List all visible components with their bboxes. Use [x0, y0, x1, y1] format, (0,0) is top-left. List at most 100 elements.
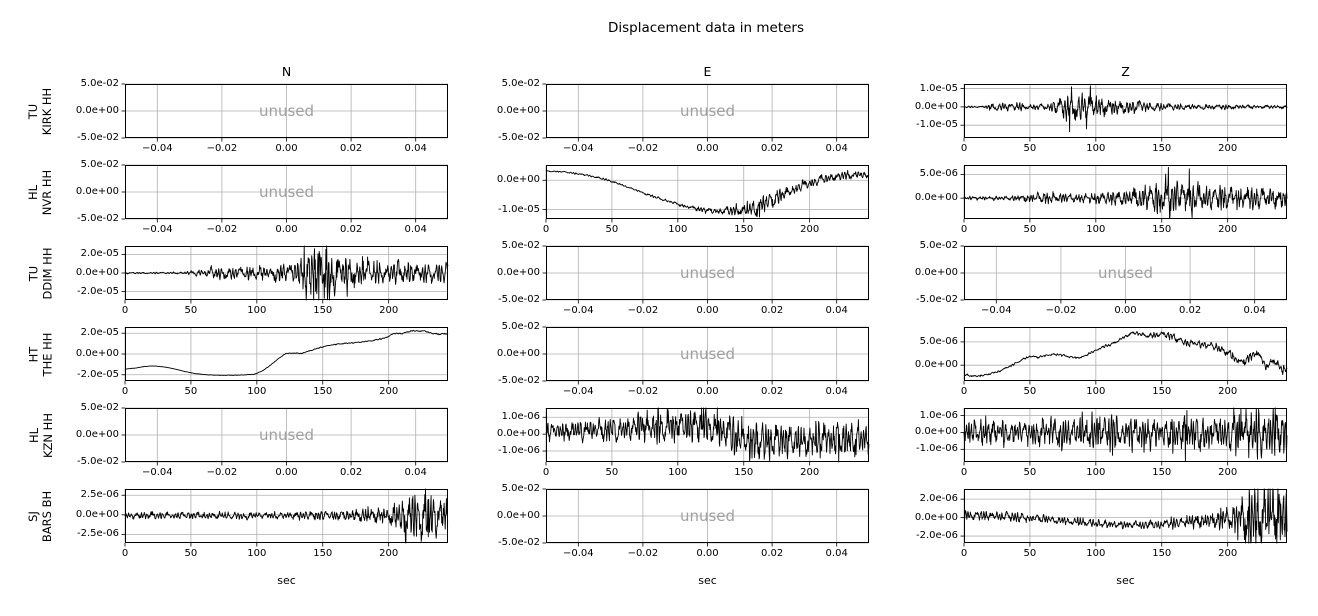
y-tick-label: -5.0e-02	[77, 132, 119, 143]
y-tick-label: -5.0e-02	[916, 294, 958, 305]
y-tick-label: 0.0e+00	[75, 348, 119, 359]
panel-bars-z	[960, 488, 1288, 547]
waveform-trace	[545, 169, 870, 218]
axes-spines	[125, 489, 448, 543]
panel-bars-e: unused	[542, 488, 869, 547]
plot-bars-z	[960, 488, 1288, 547]
row-label-text: HL NVR HH	[26, 169, 54, 215]
x-tick-label: 50	[605, 224, 619, 235]
y-tick-label: -5.0e-02	[498, 294, 540, 305]
panel-nvr-z	[960, 165, 1288, 223]
x-tick-label: 100	[247, 548, 267, 559]
x-tick-label: 0.02	[760, 386, 784, 397]
y-tick-label: 1.0e-05	[919, 82, 958, 94]
plot-nvr-e	[542, 165, 870, 223]
y-tick-label: 0.0e+00	[75, 429, 119, 440]
axes-spines	[964, 408, 1287, 462]
y-tick-label: -2.0e-06	[916, 530, 958, 542]
x-tick-label: 0.00	[1114, 305, 1137, 316]
axes-spines	[125, 84, 448, 138]
x-tick-label: 0.04	[825, 305, 848, 316]
col-title-e: E	[703, 64, 712, 79]
x-tick-label: 0.00	[275, 467, 298, 478]
axes-spines	[546, 489, 869, 543]
unused-label: unused	[680, 102, 735, 120]
plot-kzn-n: unused	[121, 407, 448, 466]
x-tick-label: 0.04	[404, 467, 427, 478]
unused-label: unused	[680, 345, 735, 363]
y-tick-label: -2.0e-05	[77, 368, 119, 380]
panel-the-n	[121, 327, 449, 385]
plot-kirk-z	[960, 84, 1288, 142]
x-tick-label: −0.04	[562, 305, 594, 316]
x-tick-label: −0.04	[141, 143, 173, 154]
x-tick-label: −0.04	[141, 467, 173, 478]
x-tick-label: 100	[668, 224, 688, 235]
x-tick-label: 0	[960, 548, 968, 559]
x-tick-label: 0	[542, 467, 550, 478]
unused-label: unused	[680, 507, 735, 525]
waveform-trace	[124, 488, 449, 544]
x-tick-label: 0.02	[760, 143, 784, 154]
plot-the-z	[960, 327, 1288, 385]
panel-kirk-z	[960, 84, 1288, 142]
panel-nvr-e	[542, 165, 870, 223]
waveform-trace	[545, 407, 870, 463]
y-tick-label: 0.0e+00	[75, 508, 119, 520]
axes-spines	[964, 84, 1287, 138]
x-tick-label: −0.02	[206, 224, 238, 235]
x-tick-label: 150	[734, 224, 754, 235]
row-label-text: TU DDIM HH	[26, 247, 55, 299]
waveform-trace	[963, 85, 1288, 133]
x-tick-label: 0.04	[825, 143, 848, 154]
x-tick-label: −0.04	[980, 305, 1012, 316]
panel-kzn-z	[960, 407, 1288, 466]
panel-ddim-e: unused	[542, 245, 869, 304]
y-tick-label: 5.0e-02	[501, 78, 540, 89]
y-tick-label: -2.5e-06	[77, 528, 119, 540]
y-tick-label: -5.0e-02	[498, 537, 540, 548]
unused-label: unused	[259, 102, 314, 120]
row-label-text: HL KZN HH	[26, 412, 54, 458]
x-tick-label: 0	[121, 548, 129, 559]
y-tick-label: 0.0e+00	[75, 105, 119, 116]
y-tick-label: 0.0e+00	[496, 174, 540, 186]
axes-spines	[546, 165, 869, 219]
y-tick-label: 0.0e+00	[914, 426, 958, 438]
plot-the-e: unused	[542, 326, 869, 385]
panel-bars-n	[121, 488, 449, 547]
x-tick-label: 0	[960, 386, 968, 397]
x-tick-label: 200	[1218, 467, 1238, 478]
axes-spines	[125, 165, 448, 219]
plot-kzn-e	[542, 407, 870, 466]
x-tick-label: 100	[247, 386, 267, 397]
x-tick-label: 150	[734, 467, 754, 478]
x-tick-label: 200	[1218, 224, 1238, 235]
y-tick-label: 5.0e-02	[501, 321, 540, 332]
x-tick-label: 0.00	[696, 548, 719, 559]
x-axis-label-n: sec	[277, 574, 296, 587]
axes-spines	[125, 246, 448, 300]
x-axis-label-z: sec	[1116, 574, 1135, 587]
x-tick-label: 50	[1023, 548, 1037, 559]
y-tick-label: 0.0e+00	[496, 510, 540, 521]
waveform-trace	[963, 330, 1288, 378]
x-tick-label: 150	[313, 386, 333, 397]
plot-kirk-n: unused	[121, 83, 448, 142]
x-tick-label: 0	[960, 467, 968, 478]
x-tick-label: −0.02	[627, 143, 659, 154]
x-tick-label: 100	[1086, 386, 1106, 397]
x-tick-label: 0.00	[696, 305, 719, 316]
x-tick-label: 150	[1152, 548, 1172, 559]
plot-bars-e: unused	[542, 488, 869, 547]
x-tick-label: 200	[379, 548, 399, 559]
waveform-trace	[963, 166, 1288, 219]
x-tick-label: 50	[184, 548, 198, 559]
x-tick-label: 150	[313, 548, 333, 559]
x-tick-label: 150	[1152, 143, 1172, 154]
y-tick-label: 2.0e-06	[919, 493, 958, 505]
x-tick-label: 200	[800, 467, 820, 478]
x-tick-label: 0.02	[760, 305, 784, 316]
y-tick-label: 0.0e+00	[914, 359, 958, 371]
